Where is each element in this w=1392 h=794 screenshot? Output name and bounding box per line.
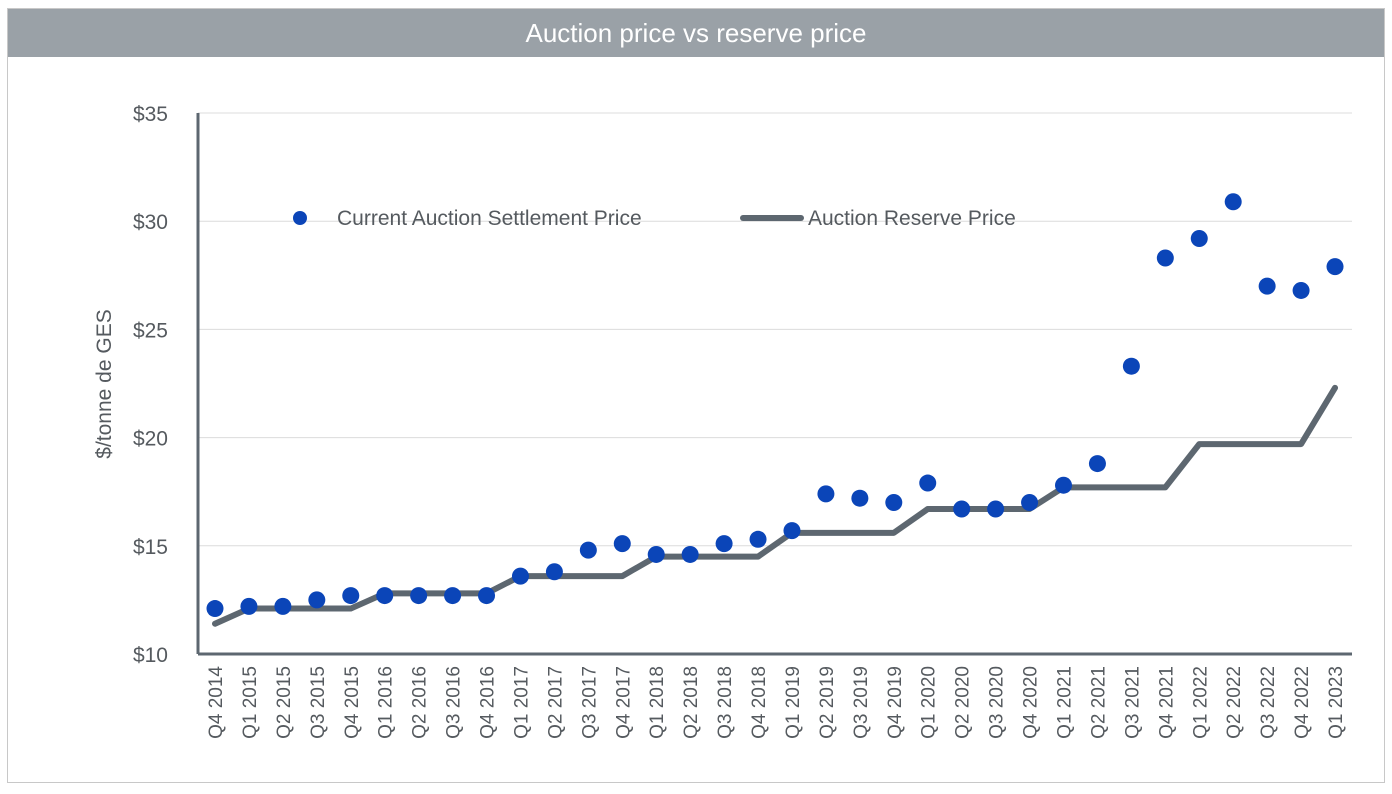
settlement-point (749, 530, 767, 548)
settlement-point (308, 591, 326, 609)
settlement-point (1190, 230, 1208, 248)
settlement-series (206, 193, 1344, 618)
settlement-point (613, 535, 631, 553)
settlement-point (274, 597, 292, 615)
x-tick-label: Q2 2020 (953, 666, 974, 739)
x-tick-label: Q1 2015 (240, 666, 261, 739)
x-tick-label: Q4 2020 (1021, 666, 1042, 739)
x-tick-label: Q3 2018 (715, 666, 736, 739)
settlement-point (1224, 193, 1242, 211)
legend-label-settlement: Current Auction Settlement Price (337, 207, 642, 230)
settlement-point (1326, 258, 1344, 276)
y-tick-label: $25 (133, 319, 168, 342)
settlement-point (511, 567, 529, 585)
settlement-point (647, 545, 665, 563)
y-tick-label: $10 (133, 644, 168, 667)
settlement-point (885, 494, 903, 512)
settlement-point (817, 485, 835, 503)
settlement-point (851, 489, 869, 507)
axes (196, 113, 1352, 656)
x-tick-label: Q2 2019 (817, 666, 838, 739)
settlement-point (376, 587, 394, 605)
settlement-point (206, 600, 224, 618)
x-tick-label: Q3 2022 (1258, 666, 1279, 739)
settlement-point (240, 597, 258, 615)
y-axis-label: $/tonne de GES (93, 309, 116, 458)
gridlines (198, 112, 1352, 547)
x-tick-label: Q4 2015 (342, 666, 363, 739)
x-tick-label: Q1 2017 (511, 666, 532, 739)
x-tick-label: Q1 2023 (1326, 666, 1347, 739)
x-tick-label: Q4 2022 (1292, 666, 1313, 739)
x-tick-label: Q3 2017 (579, 666, 600, 739)
x-tick-label: Q4 2018 (749, 666, 770, 739)
x-tick-label: Q4 2021 (1156, 666, 1177, 739)
legend-marker-settlement (293, 211, 307, 225)
x-tick-label: Q4 2016 (478, 666, 499, 739)
chart-title: Auction price vs reserve price (8, 9, 1384, 57)
x-tick-label: Q3 2019 (851, 666, 872, 739)
x-tick-label: Q2 2022 (1224, 666, 1245, 739)
settlement-point (1088, 455, 1106, 473)
x-tick-label: Q2 2018 (681, 666, 702, 739)
settlement-point (1156, 249, 1174, 267)
settlement-point (919, 474, 937, 492)
settlement-point (681, 545, 699, 563)
x-tick-label: Q2 2021 (1088, 666, 1109, 739)
x-tick-label: Q4 2014 (206, 666, 227, 739)
x-tick-label: Q4 2017 (613, 666, 634, 739)
y-tick-label: $35 (133, 103, 168, 126)
x-tick-label: Q1 2019 (783, 666, 804, 739)
y-tick-labels: $10 $15 $20 $25 $30 $35 (133, 103, 168, 667)
x-tick-label: Q4 2019 (885, 666, 906, 739)
x-tick-label: Q3 2020 (987, 666, 1008, 739)
x-tick-label: Q1 2022 (1190, 666, 1211, 739)
settlement-point (783, 522, 801, 540)
settlement-point (1021, 494, 1039, 512)
settlement-point (953, 500, 971, 518)
reserve-price-line (212, 384, 1339, 627)
settlement-point (715, 535, 733, 553)
y-tick-label: $20 (133, 428, 168, 451)
settlement-point (410, 587, 428, 605)
settlement-point (545, 563, 563, 581)
x-tick-label: Q1 2018 (647, 666, 668, 739)
settlement-point (1122, 357, 1140, 375)
settlement-point (1292, 281, 1310, 299)
settlement-point (579, 541, 597, 559)
settlement-point (987, 500, 1005, 518)
settlement-point (444, 587, 462, 605)
x-tick-label: Q2 2016 (410, 666, 431, 739)
x-tick-label: Q1 2021 (1055, 666, 1076, 739)
x-tick-labels: Q4 2014 Q1 2015 Q2 2015 Q3 2015 Q4 2015 Q1 20… (206, 666, 1347, 739)
x-tick-label: Q3 2015 (308, 666, 329, 739)
reserve-series (212, 384, 1339, 627)
x-tick-label: Q3 2016 (444, 666, 465, 739)
y-tick-label: $15 (133, 536, 168, 559)
settlement-point (342, 587, 360, 605)
settlement-point (478, 587, 496, 605)
x-tick-label: Q2 2015 (274, 666, 295, 739)
legend: Current Auction Settlement Price Auction… (293, 207, 1016, 230)
settlement-point (1055, 476, 1072, 494)
x-tick-label: Q1 2020 (919, 666, 940, 739)
legend-label-reserve: Auction Reserve Price (808, 207, 1016, 230)
settlement-point (1258, 277, 1276, 295)
x-tick-label: Q2 2017 (545, 666, 566, 739)
y-tick-label: $30 (133, 211, 168, 234)
x-tick-label: Q3 2021 (1122, 666, 1143, 739)
x-tick-label: Q1 2016 (376, 666, 397, 739)
